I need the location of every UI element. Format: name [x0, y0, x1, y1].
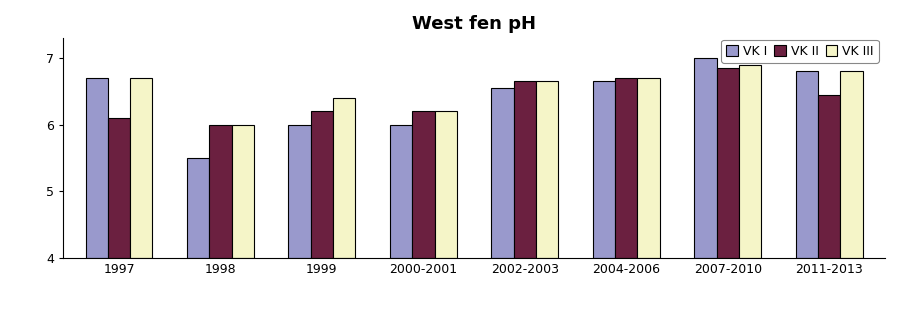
Bar: [411, 111, 434, 258]
Bar: [817, 94, 840, 258]
Bar: [491, 88, 513, 258]
Bar: [513, 81, 536, 258]
Bar: [694, 58, 716, 258]
Bar: [716, 68, 738, 258]
Bar: [130, 78, 152, 258]
Bar: [738, 65, 760, 258]
Bar: [434, 111, 456, 258]
Bar: [536, 81, 557, 258]
Bar: [592, 81, 614, 258]
Legend: VK I, VK II, VK III: VK I, VK II, VK III: [721, 40, 878, 63]
Bar: [614, 78, 637, 258]
Bar: [187, 158, 209, 258]
Bar: [637, 78, 659, 258]
Bar: [390, 125, 411, 258]
Bar: [209, 125, 231, 258]
Title: West fen pH: West fen pH: [411, 15, 536, 33]
Bar: [107, 118, 130, 258]
Bar: [231, 125, 253, 258]
Bar: [86, 78, 107, 258]
Bar: [288, 125, 310, 258]
Bar: [795, 71, 817, 258]
Bar: [333, 98, 355, 258]
Bar: [310, 111, 333, 258]
Bar: [840, 71, 861, 258]
